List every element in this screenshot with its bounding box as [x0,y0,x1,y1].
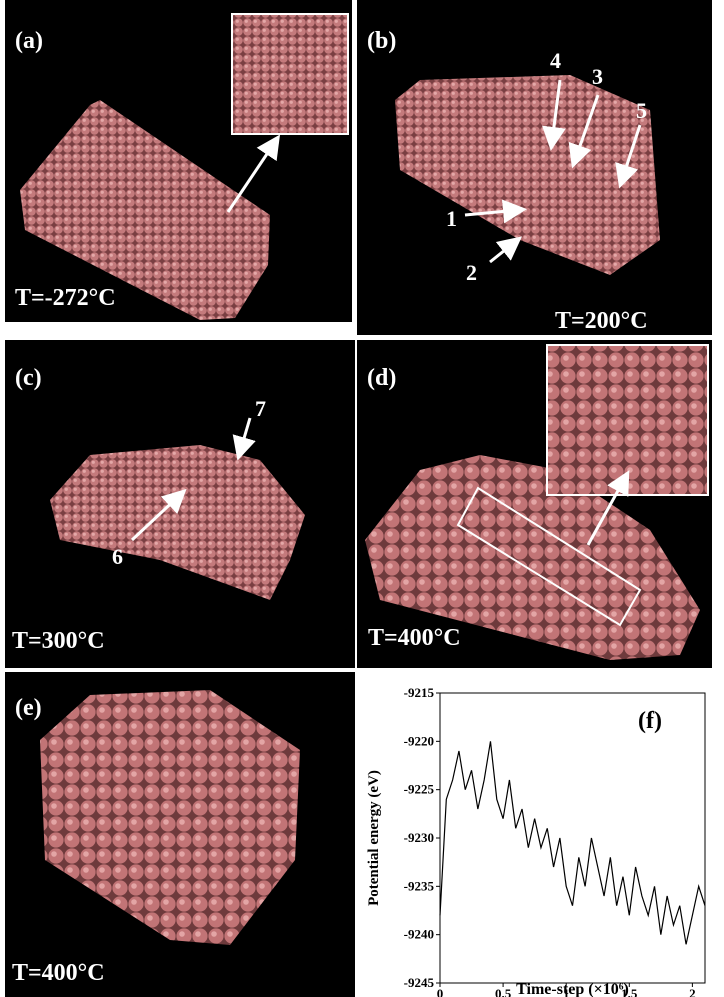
x-tick-label: 0.5 [495,986,512,997]
y-tick-label: -9245 [404,975,435,990]
x-tick-label: 2 [689,986,696,997]
annotation: 3 [592,64,603,89]
panel-label: (e) [15,695,42,721]
annotation: 6 [112,544,123,569]
y-tick-label: -9220 [404,733,434,748]
y-tick-label: -9230 [404,830,434,845]
annotation: 2 [466,260,477,285]
y-tick-label: -9235 [404,878,435,893]
panel-label: (c) [15,365,42,391]
annotation: 5 [636,98,647,123]
x-tick-label: 0 [437,986,444,997]
annotation: 7 [255,396,266,421]
panel-label: (b) [367,28,396,54]
page: (a) T=-272°C 4 3 5 1 2 (b) T=200°C 7 6 (… [0,0,724,997]
y-tick-label: -9225 [404,782,435,797]
annotation: 4 [550,48,561,73]
y-tick-label: -9240 [404,927,434,942]
panel-label: (f) [638,708,662,734]
temperature: T=400°C [12,960,105,986]
annotation: 1 [446,206,457,231]
y-tick-label: -9215 [404,685,435,700]
temperature: T=300°C [12,628,105,654]
temperature: T=400°C [368,625,461,651]
panel-label: (a) [15,28,43,54]
figure: (a) T=-272°C 4 3 5 1 2 (b) T=200°C 7 6 (… [0,0,724,997]
temperature: T=200°C [555,308,648,334]
panel-label: (d) [367,365,396,391]
inset [547,345,708,495]
y-axis-label: Potential energy (eV) [366,770,382,906]
temperature: T=-272°C [15,285,116,311]
inset [232,14,348,134]
x-axis-label: Time-step (×10⁶) [516,981,629,997]
